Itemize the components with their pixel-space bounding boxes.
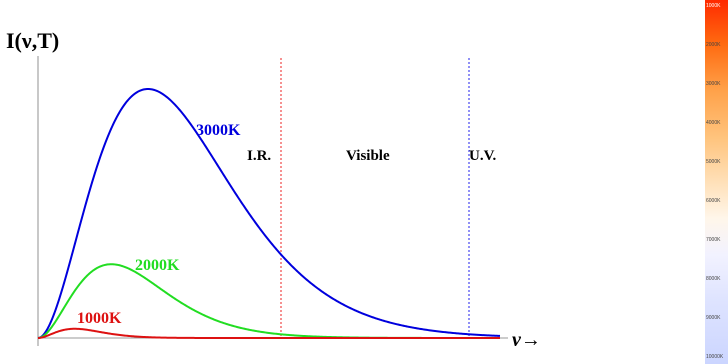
curves-group <box>37 87 501 339</box>
colorbar-tick-2000k: 2000K <box>706 42 721 48</box>
series-label-1000k: 1000K <box>77 310 122 327</box>
colorbar-tick-5000k: 5000K <box>706 159 721 165</box>
colorbar-tick-3000k: 3000K <box>706 81 721 87</box>
series-label-2000k: 2000K <box>135 257 180 274</box>
series-label-3000k: 3000K <box>196 122 241 139</box>
x-axis-label: ν→ <box>512 329 541 351</box>
colorbar-tick-6000k: 6000K <box>706 198 721 204</box>
curve-3000k <box>37 87 501 339</box>
region-label-visible: Visible <box>346 148 390 164</box>
colorbar-tick-1000k: 1000K <box>706 3 721 9</box>
colorbar-tick-7000k: 7000K <box>706 237 721 243</box>
region-label-ir: I.R. <box>247 148 271 164</box>
colorbar-tick-4000k: 4000K <box>706 120 721 126</box>
temperature-colorbar: 1000K 2000K 3000K 4000K 5000K 6000K 7000K 8000K… <box>705 0 728 364</box>
curve-1000k <box>37 327 500 339</box>
colorbar-tick-9000k: 9000K <box>706 315 721 321</box>
colorbar-tick-10000k: 10000K <box>706 354 724 360</box>
region-label-uv: U.V. <box>469 148 496 164</box>
y-axis-label: I(ν,T) <box>6 28 59 53</box>
colorbar-tick-8000k: 8000K <box>706 276 721 282</box>
